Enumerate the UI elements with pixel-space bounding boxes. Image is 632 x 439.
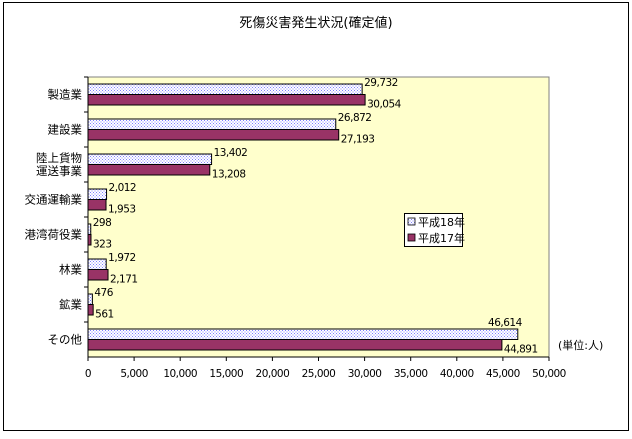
- x-tick-label: 20,000: [256, 368, 290, 380]
- bar-h17: [87, 94, 366, 106]
- data-label: 323: [93, 239, 112, 251]
- data-label: 29,732: [364, 77, 398, 89]
- bar-h17: [87, 199, 107, 211]
- bar-h18: [87, 293, 93, 305]
- data-label: 13,208: [212, 169, 246, 181]
- x-tick-label: 15,000: [209, 368, 243, 380]
- data-label: 561: [95, 309, 114, 321]
- x-tick-label: 25,000: [302, 368, 336, 380]
- bar-h18: [87, 188, 108, 200]
- bar-h17: [87, 269, 109, 281]
- legend-label-h17: 平成17年: [418, 231, 465, 245]
- data-label: 30,054: [367, 99, 402, 111]
- category-label: その他: [48, 333, 83, 347]
- chart-title: 死傷災害発生状況(確定値): [239, 15, 392, 31]
- category-label: 鉱業: [59, 298, 82, 312]
- x-tick-label: 10,000: [163, 368, 197, 380]
- x-tick-label: 45,000: [486, 368, 520, 380]
- bar-h18: [87, 258, 107, 270]
- unit-label: (単位:人): [558, 338, 603, 352]
- legend-swatch-h18: [407, 217, 416, 226]
- category-label: 運送事業: [36, 164, 82, 178]
- legend-swatch-h17: [407, 233, 416, 242]
- bar-h17: [87, 164, 211, 176]
- category-label: 陸上貨物: [36, 151, 82, 165]
- data-label: 298: [93, 217, 112, 229]
- x-tick-label: 0: [85, 368, 91, 380]
- data-label: 1,953: [108, 204, 136, 216]
- data-label: 44,891: [504, 344, 538, 356]
- bar-h17: [87, 339, 503, 351]
- data-label: 27,193: [341, 134, 375, 146]
- category-label: 製造業: [48, 88, 83, 102]
- x-tick-label: 30,000: [348, 368, 382, 380]
- category-label: 林業: [59, 263, 82, 277]
- data-label: 13,402: [214, 147, 248, 159]
- bar-h18: [87, 153, 213, 165]
- data-label: 2,012: [109, 182, 137, 194]
- category-label: 港湾荷役業: [25, 228, 83, 242]
- x-tick-label: 5,000: [120, 368, 148, 380]
- bar-h17: [87, 129, 340, 141]
- bar-h18: [87, 328, 519, 340]
- data-label: 476: [94, 287, 113, 299]
- legend: 平成18年 平成17年: [404, 213, 465, 247]
- bar-h18: [87, 83, 363, 95]
- data-label: 46,614: [488, 317, 523, 329]
- category-label: 交通運輸業: [25, 193, 83, 207]
- category-label: 建設業: [48, 123, 83, 137]
- data-label: 26,872: [338, 112, 372, 124]
- bar-h18: [87, 118, 337, 130]
- legend-label-h18: 平成18年: [418, 215, 465, 229]
- data-label: 1,972: [108, 252, 136, 264]
- x-tick-label: 35,000: [394, 368, 428, 380]
- data-label: 2,171: [110, 274, 138, 286]
- x-tick-label: 50,000: [532, 368, 566, 380]
- x-tick-label: 40,000: [440, 368, 474, 380]
- bar-h17: [87, 304, 94, 316]
